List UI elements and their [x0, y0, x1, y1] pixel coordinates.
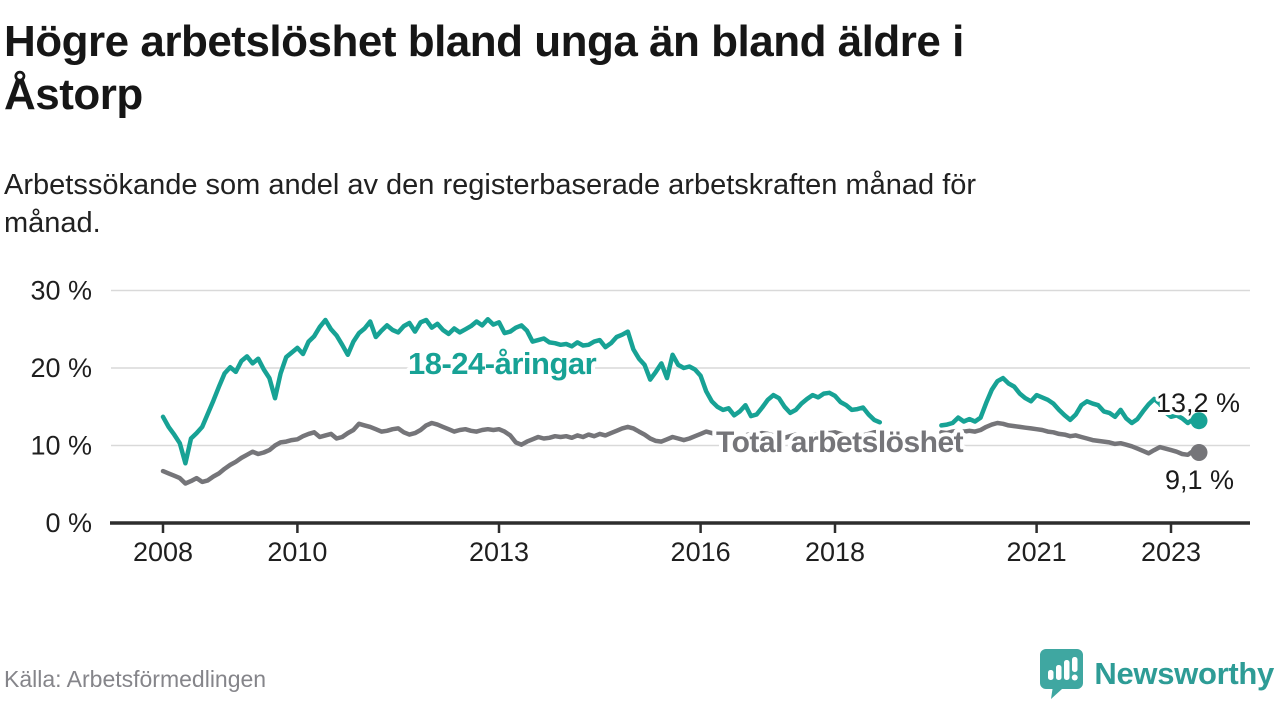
- chart-subtitle-line-1: Arbetssökande som andel av den registerb…: [4, 169, 977, 201]
- y-tick-label: 10 %: [30, 431, 92, 461]
- series-line-youth: [160, 316, 1202, 466]
- x-tick-label: 2013: [469, 537, 529, 567]
- newsworthy-brand: Newsworthy: [1039, 648, 1274, 700]
- y-tick-label: 20 %: [30, 353, 92, 383]
- chart-subtitle-line-2: månad.: [4, 207, 101, 240]
- series-label-youth: 18-24-åringar: [408, 346, 597, 381]
- x-tick-label: 2018: [805, 537, 865, 567]
- page-title-line-1: Högre arbetslöshet bland unga än bland ä…: [4, 17, 964, 66]
- x-tick-label: 2021: [1007, 537, 1067, 567]
- series-line-total: [160, 420, 1202, 486]
- x-tick-label: 2016: [671, 537, 731, 567]
- x-tick-label: 2023: [1141, 537, 1201, 567]
- y-tick-label: 30 %: [30, 276, 92, 306]
- end-value-label-total: 9,1 %: [1165, 465, 1234, 495]
- chart-subtitle: Arbetssökande som andel av den registerb…: [4, 166, 1224, 243]
- page-title-line-2: Åstorp: [4, 69, 143, 119]
- x-tick-label: 2008: [133, 537, 193, 567]
- page-title: Högre arbetslöshet bland unga än bland ä…: [4, 16, 1204, 122]
- x-tick-label: 2010: [267, 537, 327, 567]
- series-end-dot-total: [1190, 443, 1208, 461]
- newsworthy-logo-icon: [1040, 649, 1084, 699]
- source-note: Källa: Arbetsförmedlingen: [4, 666, 267, 692]
- y-tick-label: 0 %: [45, 508, 92, 538]
- newsworthy-wordmark: Newsworthy: [1094, 656, 1274, 691]
- series-end-dot-youth: [1190, 412, 1208, 430]
- series-label-total: Total arbetslöshet: [716, 426, 964, 459]
